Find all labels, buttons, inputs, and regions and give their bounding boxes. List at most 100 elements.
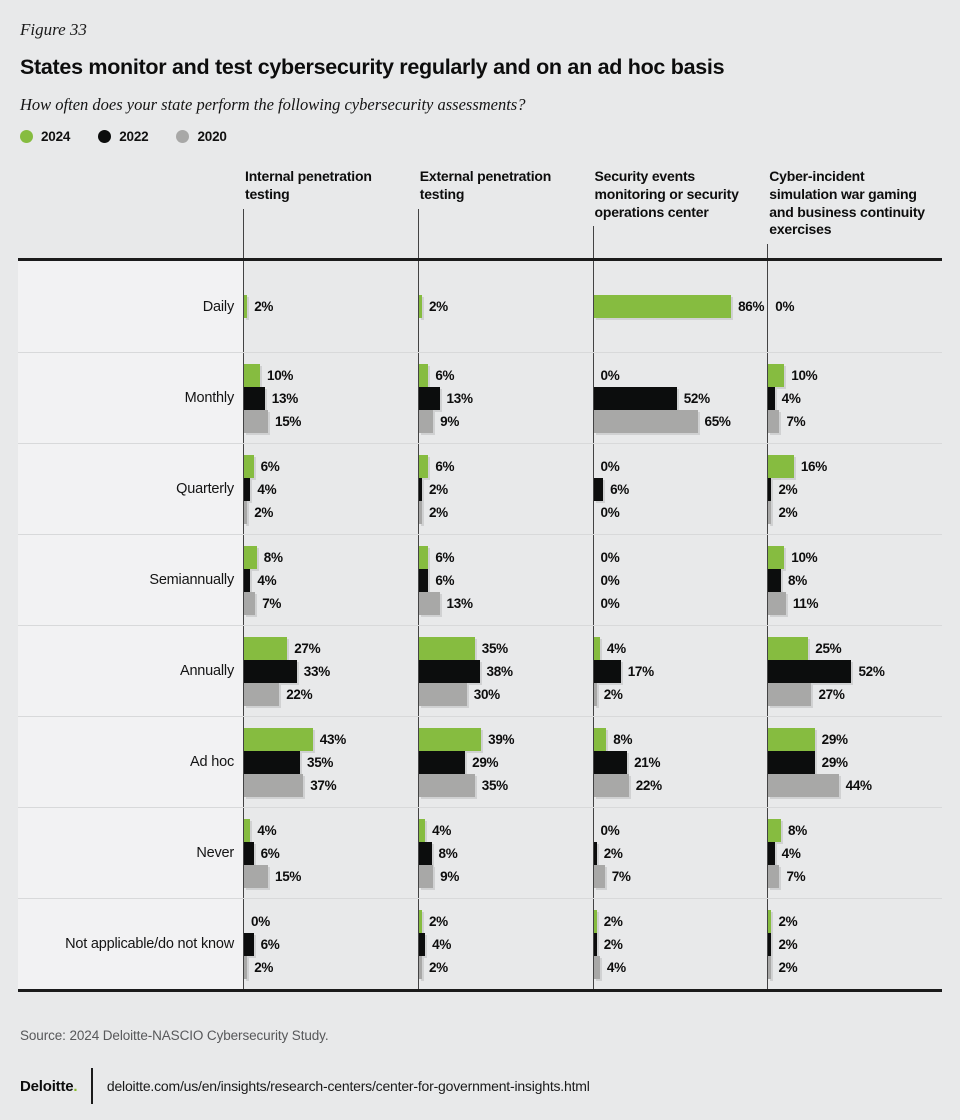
bar-value-label: 4% <box>781 390 801 406</box>
figure-header: Figure 33 States monitor and test cybers… <box>0 0 960 144</box>
bar-group-line: 0% <box>594 546 768 569</box>
bar-value-label: 0% <box>600 504 620 520</box>
bar-2024 <box>244 545 257 569</box>
bar-value-label: 4% <box>606 959 626 975</box>
bar-value-label: 35% <box>481 777 508 793</box>
bar-2022 <box>768 568 782 592</box>
bar-group-line: 6% <box>244 932 418 956</box>
bar-group-line: 7% <box>593 864 768 888</box>
bar-value-label: 4% <box>432 936 452 952</box>
bar-value-label: 7% <box>786 868 806 884</box>
bar-group-line: 21% <box>593 750 768 774</box>
bar-group-line: 10% <box>768 363 942 387</box>
bar-group-line: 7% <box>768 409 942 433</box>
chart-cell: 27% 33% 22% <box>243 626 418 716</box>
bar-group-line: 2% <box>593 932 768 956</box>
bar-value-label: 2% <box>778 959 798 975</box>
legend-dot-icon <box>20 130 33 143</box>
bar-2022 <box>244 386 265 410</box>
bar-value-label: 7% <box>786 413 806 429</box>
bar-group-line: 2% <box>768 932 942 956</box>
bar-group-line: 22% <box>593 773 768 797</box>
bar-group-line: 27% <box>244 636 418 660</box>
chart-cell: 4% 8% 9% <box>417 808 593 898</box>
bar-2020 <box>244 500 248 524</box>
bar-2020 <box>768 500 772 524</box>
bar-value-label: 15% <box>275 868 302 884</box>
bar-value-label: 44% <box>845 777 872 793</box>
bar-group-line: 4% <box>244 818 418 842</box>
bar-2020 <box>418 682 467 706</box>
bar-2022 <box>593 659 621 683</box>
bar-group-line: 13% <box>244 386 418 410</box>
bar-2022 <box>593 841 597 865</box>
bar-group-line: 0% <box>594 819 768 842</box>
bar-group-line: 52% <box>768 659 942 683</box>
chart-cell: 29% 29% 44% <box>767 717 942 807</box>
chart-cell: 6% 2% 2% <box>417 444 593 534</box>
bar-value-label: 15% <box>275 413 302 429</box>
legend-item-2020: 2020 <box>176 129 227 144</box>
bar-group-line: 2% <box>593 841 768 865</box>
deloitte-logo: Deloitte. <box>20 1078 78 1095</box>
bar-value-label: 52% <box>858 663 885 679</box>
bar-group-line: 8% <box>418 841 593 865</box>
bar-group-line: 2% <box>418 295 593 318</box>
bar-group-line: 15% <box>244 409 418 433</box>
bar-2022 <box>593 750 628 774</box>
bar-2020 <box>768 409 780 433</box>
bar-value-label: 0% <box>600 549 620 565</box>
bar-value-label: 27% <box>818 686 845 702</box>
legend-dot-icon <box>176 130 190 143</box>
column-axis-tick <box>243 208 244 258</box>
chart-cell: 2% 4% 2% <box>417 899 593 989</box>
chart-cell: 86% <box>592 261 768 352</box>
bar-value-label: 7% <box>611 868 631 884</box>
bar-2022 <box>768 477 772 501</box>
bar-2022 <box>244 477 251 501</box>
bar-group-line: 9% <box>418 864 593 888</box>
bar-value-label: 38% <box>486 663 513 679</box>
chart-body: Daily 2% 2% 86% 0% Monthly 10% 13% 15% 6% 13% 9% 0% 5… <box>18 258 942 992</box>
chart-cell: 10% 13% 15% <box>243 353 418 443</box>
column-header-3: Security events monitoring or security o… <box>592 168 768 258</box>
bar-2020 <box>418 955 422 979</box>
bar-2022 <box>418 841 432 865</box>
bar-group-line: 4% <box>418 932 593 956</box>
bar-value-label: 25% <box>815 640 842 656</box>
table-row: Quarterly 6% 4% 2% 6% 2% 2% 0% 6% 0% 16% 2% 2% <box>18 443 942 534</box>
column-header-2: External penetration testing <box>417 168 593 258</box>
bar-value-label: 2% <box>603 686 623 702</box>
chart-cell: 6% 4% 2% <box>243 444 418 534</box>
bar-value-label: 29% <box>821 731 848 747</box>
bar-2024 <box>593 636 600 660</box>
bar-2022 <box>244 659 297 683</box>
legend-label: 2022 <box>119 129 149 144</box>
chart-legend: 2024 2022 2020 <box>20 129 940 144</box>
table-row: Not applicable/do not know 0% 6% 2% 2% 4% 2% 2%… <box>18 898 942 989</box>
bar-group-line: 2% <box>768 477 942 501</box>
bar-group-line: 4% <box>768 386 942 410</box>
legend-label: 2024 <box>41 129 71 144</box>
legend-item-2022: 2022 <box>98 129 149 144</box>
bar-group-line: 6% <box>593 477 768 501</box>
bar-value-label: 9% <box>440 413 460 429</box>
bar-2020 <box>244 682 280 706</box>
bar-value-label: 2% <box>603 913 623 929</box>
footer-divider <box>91 1068 93 1104</box>
bar-group-line: 6% <box>418 363 593 387</box>
bar-2024 <box>418 909 422 933</box>
bar-value-label: 86% <box>738 299 765 314</box>
bar-group-line: 4% <box>244 477 418 501</box>
bar-group-line: 6% <box>418 454 593 478</box>
column-axis-tick <box>592 226 594 258</box>
bar-value-label: 2% <box>778 504 798 520</box>
bar-2024 <box>768 909 772 933</box>
column-header-label: Internal penetration testing <box>245 168 372 202</box>
bar-2024 <box>418 454 429 478</box>
chart-subtitle: How often does your state perform the fo… <box>20 95 526 114</box>
bar-group-line: 15% <box>244 864 418 888</box>
chart-cell: 10% 8% 11% <box>767 535 942 625</box>
bar-value-label: 0% <box>600 572 620 588</box>
